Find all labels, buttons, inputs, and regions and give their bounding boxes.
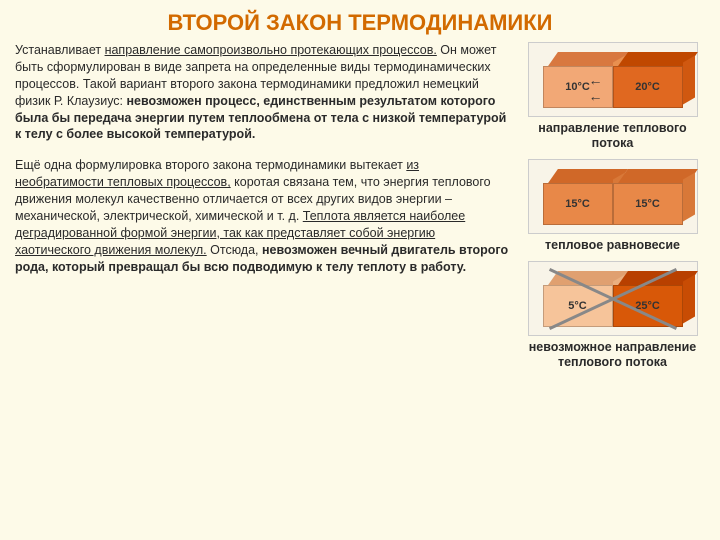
temp-label: 10°C xyxy=(565,81,590,93)
paragraph-2: Ещё одна формулировка второго закона тер… xyxy=(15,157,510,275)
p1-underline: направление самопроизвольно протекающих … xyxy=(105,43,437,57)
content-area: Устанавливает направление самопроизвольн… xyxy=(15,42,705,370)
diagram-2: 15°C 15°C тепловое равновесие xyxy=(520,159,705,253)
temp-label: 25°C xyxy=(635,300,660,312)
paragraph-1: Устанавливает направление самопроизвольн… xyxy=(15,42,510,143)
diagram-1: 10°C ← ← 20°C направление теплового пото… xyxy=(520,42,705,151)
block-right: 20°C xyxy=(613,66,683,108)
block-left: 15°C xyxy=(543,183,613,225)
block-right: 25°C xyxy=(613,285,683,327)
temp-label: 5°C xyxy=(568,300,586,312)
p2-mid2: Отсюда, xyxy=(207,243,262,257)
text-column: Устанавливает направление самопроизвольн… xyxy=(15,42,510,370)
block-front: 15°C xyxy=(543,183,613,225)
block-side xyxy=(683,275,695,324)
page-title: ВТОРОЙ ЗАКОН ТЕРМОДИНАМИКИ xyxy=(15,10,705,36)
diagram-caption: направление теплового потока xyxy=(520,121,705,151)
heat-flow-diagram: 10°C ← ← 20°C xyxy=(528,42,698,117)
block-side xyxy=(683,173,695,222)
equilibrium-diagram: 15°C 15°C xyxy=(528,159,698,234)
block-front: 5°C xyxy=(543,285,613,327)
diagram-3: 5°C 25°C невозможное направление теплово… xyxy=(520,261,705,370)
impossible-flow-diagram: 5°C 25°C xyxy=(528,261,698,336)
temp-label: 15°C xyxy=(565,198,590,210)
block-front: 20°C xyxy=(613,66,683,108)
arrow-left-icon: ← xyxy=(589,88,603,104)
block-left: 5°C xyxy=(543,285,613,327)
diagram-caption: тепловое равновесие xyxy=(545,238,680,253)
block-front: 25°C xyxy=(613,285,683,327)
p1-pre: Устанавливает xyxy=(15,43,105,57)
p2-pre: Ещё одна формулировка второго закона тер… xyxy=(15,158,406,172)
arrow-left-icon: ← xyxy=(589,72,603,88)
block-front: 15°C xyxy=(613,183,683,225)
diagram-caption: невозможное направление теплового потока xyxy=(520,340,705,370)
block-right: 15°C xyxy=(613,183,683,225)
temp-label: 15°C xyxy=(635,198,660,210)
diagram-column: 10°C ← ← 20°C направление теплового пото… xyxy=(520,42,705,370)
temp-label: 20°C xyxy=(635,81,660,93)
block-left: 10°C ← ← xyxy=(543,66,613,108)
block-side xyxy=(683,56,695,105)
